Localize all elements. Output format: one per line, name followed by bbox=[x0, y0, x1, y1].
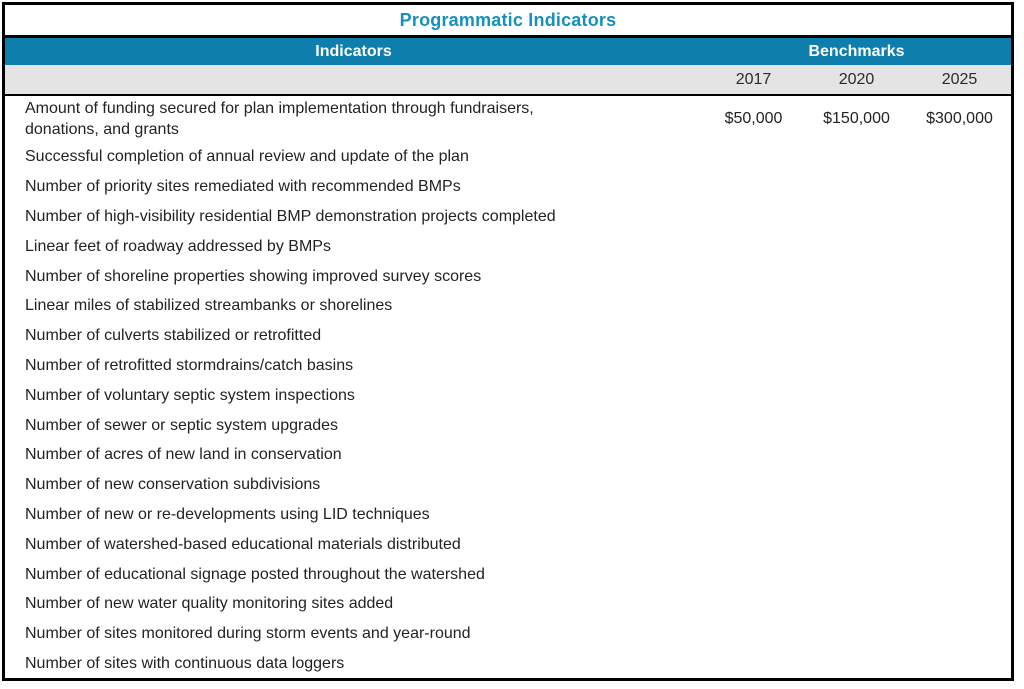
table-row: Number of sewer or septic system upgrade… bbox=[5, 410, 1011, 440]
table-row: Number of acres of new land in conservat… bbox=[5, 440, 1011, 470]
indicator-cell: Number of retrofitted stormdrains/catch … bbox=[25, 356, 354, 374]
table-title-row: Programmatic Indicators bbox=[5, 5, 1011, 35]
indicator-cell: Number of high-visibility residential BM… bbox=[25, 207, 556, 225]
table-row: Number of educational signage posted thr… bbox=[5, 559, 1011, 589]
year-header-2025: 2025 bbox=[941, 70, 978, 88]
benchmarks-column-header: Benchmarks bbox=[808, 42, 905, 60]
indicator-cell: Amount of funding secured for plan imple… bbox=[25, 100, 534, 138]
indicator-cell: Number of shoreline properties showing i… bbox=[25, 267, 482, 285]
benchmark-2020-cell: $150,000 bbox=[823, 110, 890, 127]
indicator-cell: Linear feet of roadway addressed by BMPs bbox=[25, 237, 331, 255]
indicator-cell: Successful completion of annual review a… bbox=[25, 148, 469, 166]
indicator-cell: Number of educational signage posted thr… bbox=[25, 565, 485, 583]
indicator-cell: Number of watershed-based educational ma… bbox=[25, 535, 461, 553]
indicator-cell: Number of new water quality monitoring s… bbox=[25, 595, 394, 613]
table-row: Number of priority sites remediated with… bbox=[5, 172, 1011, 202]
title-divider bbox=[5, 35, 1011, 38]
year-subheader-row: 2017 2020 2025 bbox=[5, 65, 1011, 94]
indicator-cell: Number of culverts stabilized or retrofi… bbox=[25, 327, 322, 345]
table-row: Number of shoreline properties showing i… bbox=[5, 261, 1011, 291]
table-row: Number of new conservation subdivisions bbox=[5, 470, 1011, 500]
table-body: Amount of funding secured for plan imple… bbox=[5, 96, 1011, 678]
table-row: Number of culverts stabilized or retrofi… bbox=[5, 321, 1011, 351]
table-row: Linear feet of roadway addressed by BMPs bbox=[5, 231, 1011, 261]
year-header-2020: 2020 bbox=[838, 70, 875, 88]
table-row: Successful completion of annual review a… bbox=[5, 142, 1011, 172]
table-row: Number of new water quality monitoring s… bbox=[5, 589, 1011, 619]
indicator-cell: Number of voluntary septic system inspec… bbox=[25, 386, 355, 404]
benchmark-2017-cell: $50,000 bbox=[724, 110, 783, 127]
subheader-divider bbox=[5, 94, 1011, 96]
indicator-cell: Number of sites monitored during storm e… bbox=[25, 625, 471, 643]
column-header-row: Indicators Benchmarks bbox=[5, 38, 1011, 65]
table-row: Linear miles of stabilized streambanks o… bbox=[5, 291, 1011, 321]
indicator-cell: Number of sewer or septic system upgrade… bbox=[25, 416, 339, 434]
table-row: Number of watershed-based educational ma… bbox=[5, 529, 1011, 559]
programmatic-indicators-table: Programmatic Indicators Indicators Bench… bbox=[2, 2, 1014, 681]
indicator-cell: Linear miles of stabilized streambanks o… bbox=[25, 297, 393, 315]
indicator-cell: Number of sites with continuous data log… bbox=[25, 654, 345, 672]
table-row: Number of sites monitored during storm e… bbox=[5, 619, 1011, 649]
table-title: Programmatic Indicators bbox=[399, 9, 617, 30]
table-row: Number of sites with continuous data log… bbox=[5, 649, 1011, 678]
indicator-cell: Number of new conservation subdivisions bbox=[25, 476, 321, 494]
year-header-2017: 2017 bbox=[735, 70, 772, 88]
indicator-cell: Number of new or re-developments using L… bbox=[25, 505, 430, 523]
table-row: Number of new or re-developments using L… bbox=[5, 500, 1011, 530]
benchmark-2025-cell: $300,000 bbox=[926, 110, 993, 127]
indicator-cell: Number of priority sites remediated with… bbox=[25, 178, 461, 196]
indicator-cell: Number of acres of new land in conservat… bbox=[25, 446, 342, 464]
indicators-column-header: Indicators bbox=[315, 42, 392, 60]
table-row: Number of voluntary septic system inspec… bbox=[5, 380, 1011, 410]
table-row: Number of high-visibility residential BM… bbox=[5, 202, 1011, 232]
table-row: Amount of funding secured for plan imple… bbox=[5, 96, 1011, 142]
table-row: Number of retrofitted stormdrains/catch … bbox=[5, 351, 1011, 381]
